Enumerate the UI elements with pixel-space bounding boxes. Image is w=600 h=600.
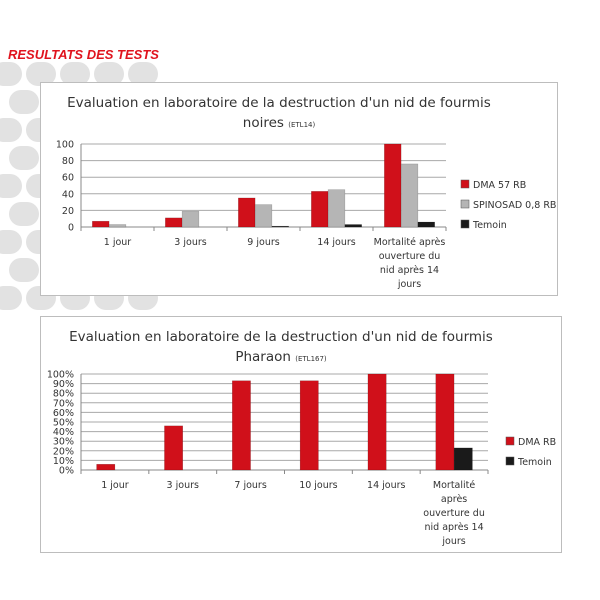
chart-pharaon-svg: Evaluation en laboratoire de la destruct… bbox=[47, 329, 556, 547]
bg-dot bbox=[0, 230, 22, 254]
y-tick-label: 80% bbox=[53, 389, 74, 400]
legend-swatch bbox=[460, 179, 470, 189]
bar-spinosad-0-8-rb bbox=[327, 189, 346, 228]
x-tick-label: 14 jours bbox=[367, 480, 405, 491]
bg-dot bbox=[60, 62, 90, 86]
bar-dma-57-rb bbox=[311, 191, 329, 228]
x-tick-label: après bbox=[441, 494, 467, 505]
y-tick-label: 50% bbox=[53, 418, 74, 429]
y-tick-label: 90% bbox=[53, 379, 74, 390]
legend-swatch bbox=[505, 456, 515, 466]
y-tick-label: 30% bbox=[53, 437, 74, 448]
x-tick-label: 10 jours bbox=[299, 480, 337, 491]
y-tick-label: 60 bbox=[62, 173, 74, 184]
legend-swatch bbox=[505, 436, 515, 446]
bar-dma-57-rb bbox=[92, 220, 110, 228]
x-tick-label: Mortalité bbox=[433, 480, 475, 491]
bar-dma-rb bbox=[232, 380, 251, 471]
bg-dot bbox=[26, 62, 56, 86]
bg-dot bbox=[0, 174, 22, 198]
legend-label: SPINOSAD 0,8 RB bbox=[473, 200, 556, 211]
chart-title: Evaluation en laboratoire de la destruct… bbox=[67, 95, 491, 111]
bar-temoin bbox=[344, 224, 362, 228]
legend-label: Temoin bbox=[517, 457, 552, 468]
chart-title-line2: noires (ETL14) bbox=[243, 115, 316, 131]
x-tick-label: ouverture du bbox=[379, 251, 441, 262]
x-tick-label: 1 jour bbox=[101, 480, 129, 491]
legend-label: Temoin bbox=[472, 220, 507, 231]
bar-dma-rb bbox=[96, 463, 116, 471]
bg-dot bbox=[0, 118, 22, 142]
chart-title-note: (ETL14) bbox=[288, 121, 315, 129]
x-tick-label: jours bbox=[397, 279, 421, 290]
bar-dma-57-rb bbox=[165, 217, 183, 228]
y-tick-label: 20 bbox=[62, 206, 74, 217]
bg-dot bbox=[9, 202, 39, 226]
y-tick-label: 100% bbox=[47, 370, 74, 381]
chart-noires-svg: Evaluation en laboratoire de la destruct… bbox=[56, 95, 557, 290]
bar-dma-57-rb bbox=[384, 143, 402, 228]
bg-dot bbox=[9, 146, 39, 170]
page-heading: RESULTATS DES TESTS bbox=[8, 47, 159, 62]
x-tick-label: 3 jours bbox=[174, 237, 206, 248]
x-tick-label: 14 jours bbox=[317, 237, 355, 248]
bar-dma-rb bbox=[435, 373, 455, 471]
chart-noires: Evaluation en laboratoire de la destruct… bbox=[40, 82, 558, 296]
bar-spinosad-0-8-rb bbox=[181, 210, 200, 228]
x-tick-label: ouverture du bbox=[423, 508, 485, 519]
x-tick-label: 7 jours bbox=[234, 480, 266, 491]
bg-dot bbox=[94, 62, 124, 86]
x-tick-label: nid après 14 bbox=[424, 522, 483, 533]
y-tick-label: 40% bbox=[53, 427, 74, 438]
bg-dot bbox=[9, 90, 39, 114]
x-tick-label: 1 jour bbox=[104, 237, 132, 248]
bar-temoin bbox=[417, 221, 435, 228]
y-tick-label: 10% bbox=[53, 456, 74, 467]
legend-swatch bbox=[460, 219, 470, 229]
chart-title: Evaluation en laboratoire de la destruct… bbox=[69, 329, 493, 345]
y-tick-label: 60% bbox=[53, 408, 74, 419]
y-tick-label: 0 bbox=[68, 223, 74, 234]
y-tick-label: 20% bbox=[53, 446, 74, 457]
legend-swatch bbox=[460, 199, 470, 209]
bar-spinosad-0-8-rb bbox=[254, 204, 273, 228]
x-tick-label: nid après 14 bbox=[380, 265, 439, 276]
bar-dma-rb bbox=[164, 425, 183, 471]
x-tick-label: Mortalité après bbox=[374, 237, 446, 248]
x-tick-label: 3 jours bbox=[167, 480, 199, 491]
legend-label: DMA 57 RB bbox=[473, 180, 526, 191]
bar-dma-57-rb bbox=[238, 197, 256, 228]
chart-title-line2: Pharaon (ETL167) bbox=[235, 349, 327, 365]
chart-pharaon: Evaluation en laboratoire de la destruct… bbox=[40, 316, 562, 553]
x-tick-label: 9 jours bbox=[247, 237, 279, 248]
y-tick-label: 100 bbox=[56, 140, 74, 151]
y-tick-label: 70% bbox=[53, 398, 74, 409]
bar-spinosad-0-8-rb bbox=[108, 224, 127, 228]
bar-dma-rb bbox=[299, 380, 319, 471]
x-tick-label: jours bbox=[441, 536, 465, 547]
chart-title-note: (ETL167) bbox=[295, 355, 327, 363]
y-tick-label: 0% bbox=[59, 466, 74, 477]
bg-dot bbox=[9, 258, 39, 282]
bg-dot bbox=[128, 62, 158, 86]
legend-label: DMA RB bbox=[518, 437, 556, 448]
y-tick-label: 40 bbox=[62, 189, 74, 200]
bg-dot bbox=[0, 62, 22, 86]
bar-spinosad-0-8-rb bbox=[400, 163, 419, 228]
bar-dma-rb bbox=[367, 373, 387, 471]
bg-dot bbox=[0, 286, 22, 310]
bar-temoin bbox=[271, 225, 289, 228]
bar-temoin bbox=[453, 447, 473, 471]
y-tick-label: 80 bbox=[62, 156, 74, 167]
